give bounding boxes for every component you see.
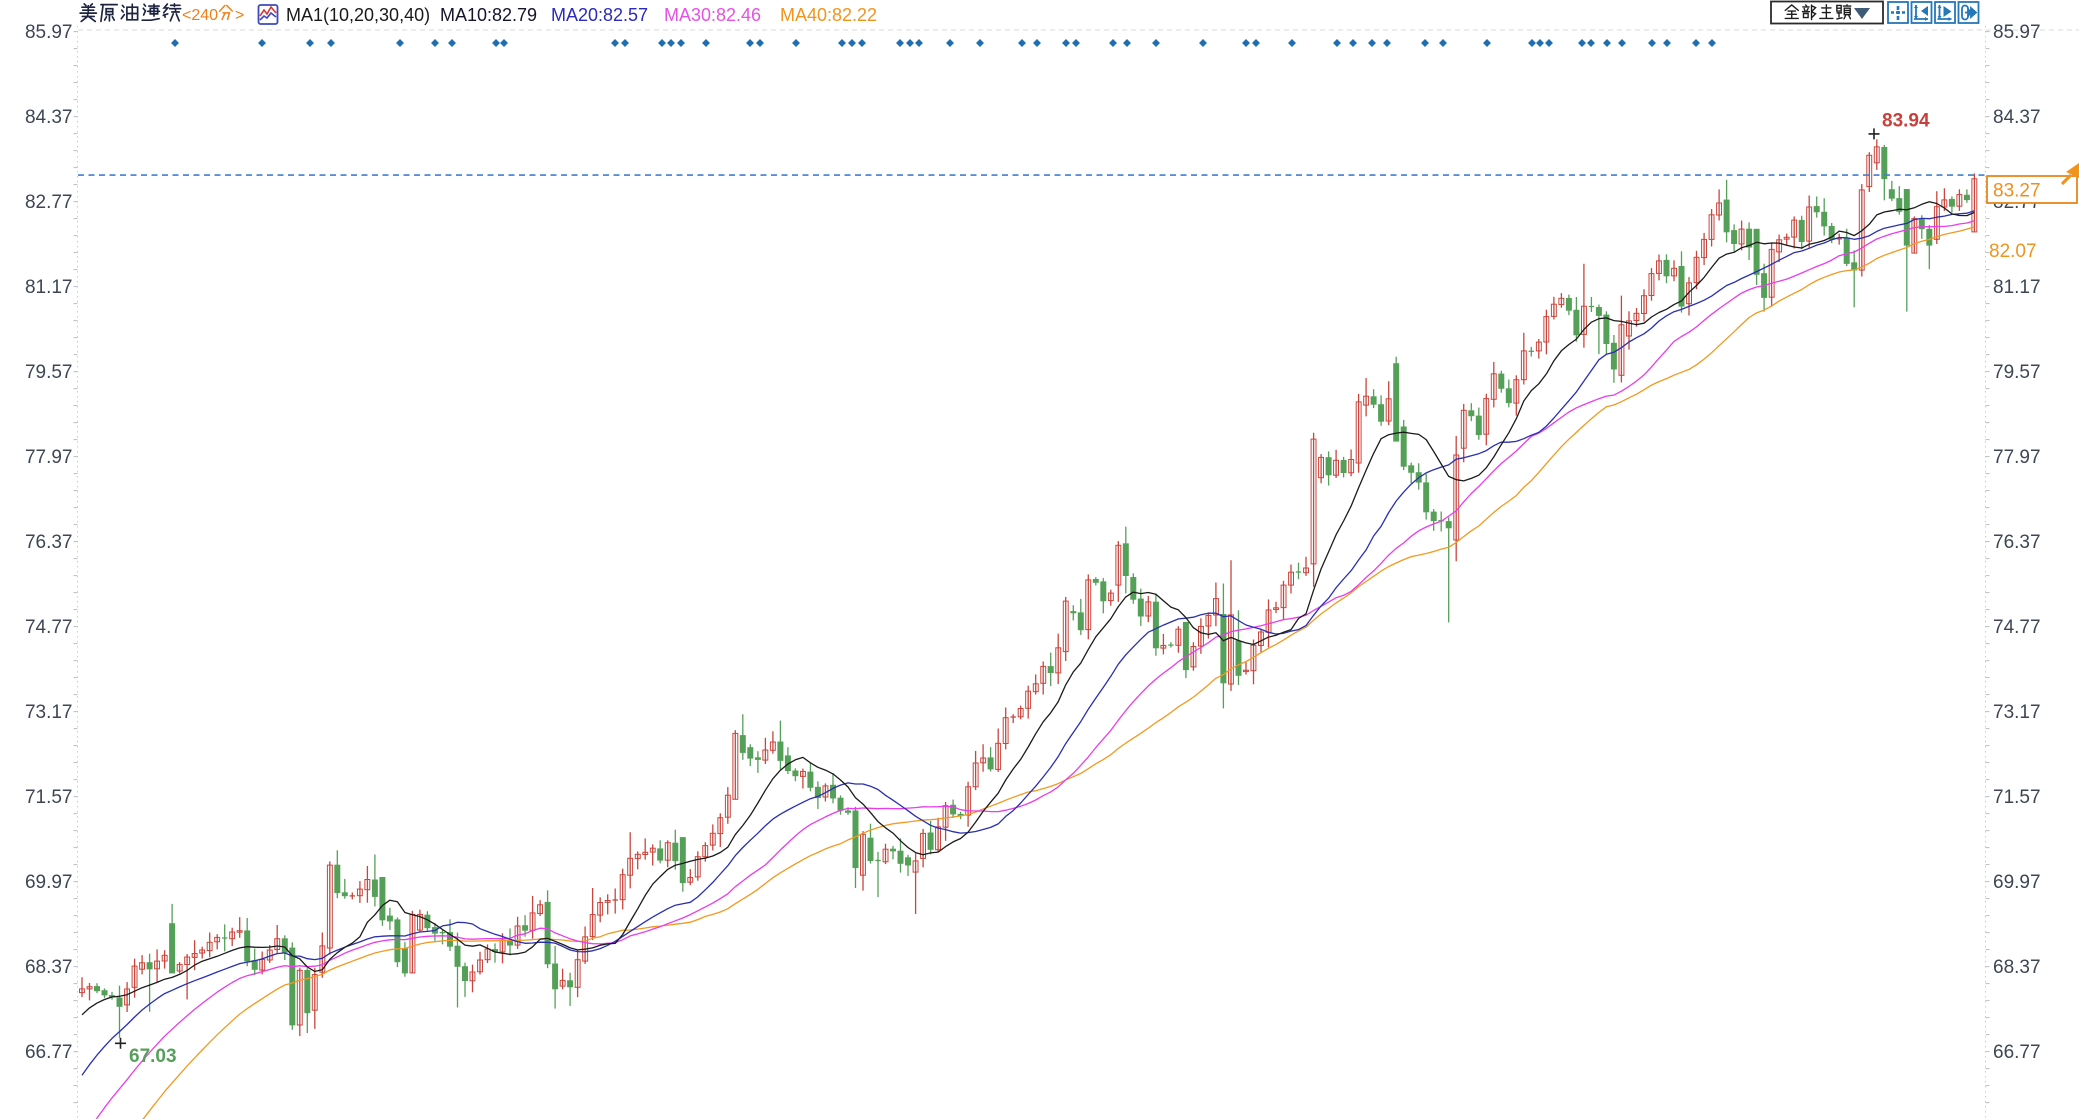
svg-text:84.37: 84.37: [25, 107, 73, 128]
svg-text:MA1(10,20,30,40): MA1(10,20,30,40): [286, 5, 430, 25]
svg-text:85.97: 85.97: [1993, 22, 2041, 43]
svg-text:82.77: 82.77: [25, 192, 73, 213]
svg-text:68.37: 68.37: [25, 957, 73, 978]
svg-text:83.94: 83.94: [1882, 110, 1930, 131]
svg-text:71.57: 71.57: [1993, 787, 2041, 808]
svg-text:>: >: [235, 7, 244, 24]
svg-text:71.57: 71.57: [25, 787, 73, 808]
svg-text:68.37: 68.37: [1993, 957, 2041, 978]
svg-text:MA40:82.22: MA40:82.22: [780, 5, 877, 25]
svg-text:69.97: 69.97: [1993, 872, 2041, 893]
svg-text:<240: <240: [182, 7, 218, 24]
svg-text:MA10:82.79: MA10:82.79: [440, 5, 537, 25]
svg-text:MA20:82.57: MA20:82.57: [551, 5, 648, 25]
svg-text:73.17: 73.17: [25, 702, 73, 723]
svg-text:73.17: 73.17: [1993, 702, 2041, 723]
svg-text:69.97: 69.97: [25, 872, 73, 893]
svg-text:74.77: 74.77: [25, 617, 73, 638]
svg-text:79.57: 79.57: [25, 362, 73, 383]
svg-text:81.17: 81.17: [25, 277, 73, 298]
svg-text:85.97: 85.97: [25, 22, 73, 43]
svg-text:67.03: 67.03: [129, 1046, 177, 1067]
svg-text:82.07: 82.07: [1989, 241, 2037, 262]
svg-text:77.97: 77.97: [25, 447, 73, 468]
svg-text:77.97: 77.97: [1993, 447, 2041, 468]
svg-text:MA30:82.46: MA30:82.46: [664, 5, 761, 25]
svg-text:79.57: 79.57: [1993, 362, 2041, 383]
svg-text:74.77: 74.77: [1993, 617, 2041, 638]
svg-text:84.37: 84.37: [1993, 107, 2041, 128]
svg-text:76.37: 76.37: [25, 532, 73, 553]
svg-text:83.27: 83.27: [1993, 181, 2041, 202]
svg-text:66.77: 66.77: [25, 1042, 73, 1063]
svg-text:66.77: 66.77: [1993, 1042, 2041, 1063]
svg-text:76.37: 76.37: [1993, 532, 2041, 553]
svg-text:81.17: 81.17: [1993, 277, 2041, 298]
